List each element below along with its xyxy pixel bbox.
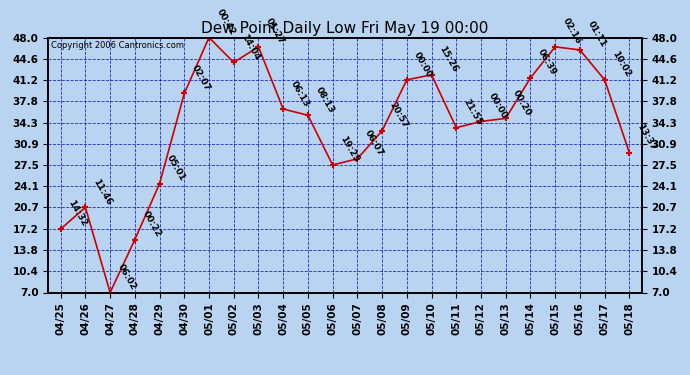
Text: 00:00: 00:00 — [486, 92, 509, 121]
Text: 14:32: 14:32 — [66, 199, 88, 228]
Text: 06:02: 06:02 — [116, 262, 137, 292]
Text: 14:04: 14:04 — [239, 32, 262, 62]
Text: 01:27: 01:27 — [264, 17, 286, 46]
Text: Copyright 2006 Cantronics.com: Copyright 2006 Cantronics.com — [51, 41, 184, 50]
Text: 02:16: 02:16 — [561, 17, 583, 46]
Text: 19:25: 19:25 — [338, 135, 360, 164]
Text: 00:42: 00:42 — [215, 8, 237, 37]
Text: 05:01: 05:01 — [165, 154, 187, 183]
Text: 11:46: 11:46 — [91, 177, 113, 207]
Title: Dew Point Daily Low Fri May 19 00:00: Dew Point Daily Low Fri May 19 00:00 — [201, 21, 489, 36]
Text: 15:26: 15:26 — [437, 45, 460, 74]
Text: 08:13: 08:13 — [313, 85, 335, 114]
Text: 06:07: 06:07 — [363, 129, 385, 158]
Text: 00:00: 00:00 — [413, 50, 434, 79]
Text: 00:22: 00:22 — [140, 210, 162, 239]
Text: 02:07: 02:07 — [190, 63, 212, 93]
Text: 10:02: 10:02 — [610, 50, 632, 79]
Text: 01:11: 01:11 — [585, 20, 607, 49]
Text: 21:55: 21:55 — [462, 98, 484, 127]
Text: 06:39: 06:39 — [536, 48, 558, 77]
Text: 20:57: 20:57 — [388, 101, 410, 130]
Text: 13:37: 13:37 — [635, 122, 657, 152]
Text: 00:20: 00:20 — [511, 88, 533, 118]
Text: 06:13: 06:13 — [288, 79, 311, 108]
